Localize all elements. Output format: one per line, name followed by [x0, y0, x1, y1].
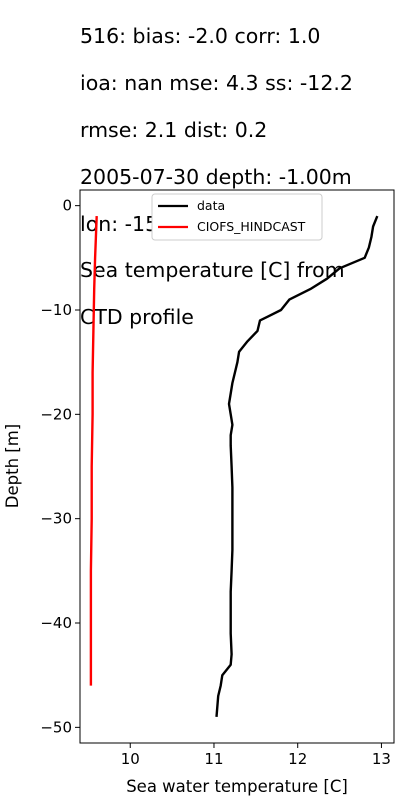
y-axis-label: Depth [m]: [3, 424, 22, 508]
y-tick-label: −20: [40, 405, 72, 423]
title-line: 2005-07-30 depth: -1.00m: [80, 164, 352, 189]
title-line: CTD profile: [80, 305, 194, 330]
title-line: 516: bias: -2.0 corr: 1.0: [80, 24, 321, 49]
ticks-layer: 10 11 12 13 0 −10 −20 −30 −40 −50: [40, 197, 391, 768]
x-tick-label: 10: [121, 750, 140, 768]
series-line-data: [215, 215, 379, 717]
legend-label-ciofs: CIOFS_HINDCAST: [197, 219, 306, 234]
x-tick-label: 13: [372, 750, 391, 768]
y-tick-label: 0: [62, 197, 72, 215]
chart-title: 516: bias: -2.0 corr: 1.0 ioa: nan mse: …: [80, 2, 398, 353]
title-line: Sea temperature [C] from: [80, 258, 345, 283]
y-tick-label: −30: [40, 510, 72, 528]
title-line: rmse: 2.1 dist: 0.2: [80, 118, 268, 143]
legend: data CIOFS_HINDCAST: [151, 193, 323, 241]
y-tick-label: −10: [40, 301, 72, 319]
y-tick-label: −40: [40, 614, 72, 632]
y-tick-label: −50: [40, 718, 72, 736]
x-tick-label: 11: [204, 750, 223, 768]
plot-frame: [79, 189, 395, 744]
legend-label-data: data: [197, 198, 225, 213]
series-line-ciofs-hindcast: [89, 216, 98, 686]
series-layer: [89, 215, 379, 717]
title-line: ioa: nan mse: 4.3 ss: -12.2: [80, 71, 353, 96]
x-axis-label: Sea water temperature [C]: [126, 777, 348, 796]
legend-box: [151, 193, 323, 241]
x-tick-label: 12: [288, 750, 307, 768]
